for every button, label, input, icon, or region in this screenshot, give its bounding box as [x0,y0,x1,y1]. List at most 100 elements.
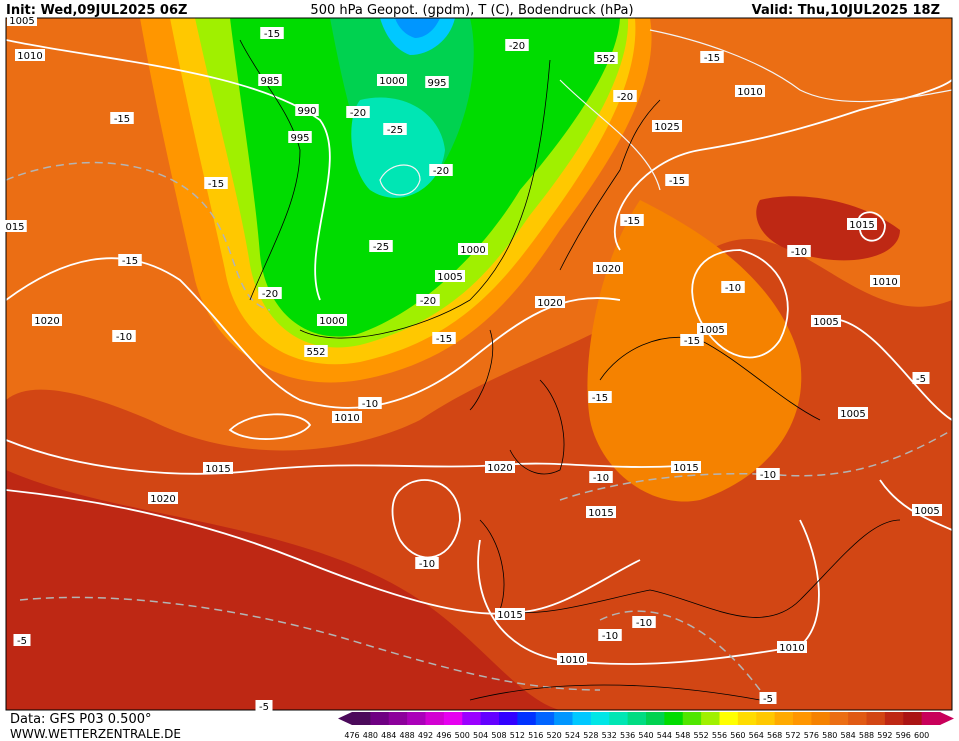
contour-label: 1005 [9,16,34,27]
contour-label: 1020 [537,298,562,309]
contour-label: 552 [306,347,325,358]
contour-label: -10 [419,559,435,570]
colorbar-label: 580 [822,731,837,740]
colorbar-swatch [737,712,757,725]
colorbar-swatch [462,712,482,725]
contour-label: 1015 [673,463,698,474]
colorbar-label: 496 [436,731,451,740]
colorbar-swatch [590,712,610,725]
contour-label: -10 [760,470,776,481]
contour-label: 990 [297,106,316,117]
contour-label-box [589,471,613,483]
contour-label-box [288,131,312,143]
colorbar-label: 552 [693,731,708,740]
contour-label-box [721,281,745,293]
field-red-south [6,470,560,710]
contour-label-box [110,112,134,124]
colorbar-swatch [866,712,886,725]
contour-label-box [435,270,465,282]
init-time: Init: Wed,09JUL2025 06Z [6,3,187,18]
colorbar-swatch [535,712,555,725]
field-blue-dark [395,18,440,38]
colorbar-label: 584 [840,731,855,740]
colorbar-label: 524 [565,731,580,740]
colorbar-swatch [664,712,684,725]
contour-label: -15 [264,29,280,40]
contour-label: 1000 [319,316,344,327]
contour-label: 1020 [595,264,620,275]
contour-label-box [112,330,136,342]
colorbar-label: 556 [712,731,727,740]
colorbar-swatch [646,712,665,725]
coastlines [239,39,901,701]
colorbar-swatch [903,712,923,725]
colorbar-label: 564 [749,731,764,740]
colorbar-arrow-right [940,712,954,725]
contour-label-box [756,468,780,480]
colorbar-swatch [572,712,592,725]
colorbar-label: 488 [399,731,414,740]
contour-label-box [148,492,178,504]
contour-label: -5 [763,694,773,705]
contour-label-box [847,218,877,230]
website: WWW.WETTERZENTRALE.DE [10,727,181,741]
contour-label: 985 [260,76,279,87]
contour-label-box [415,557,439,569]
contour-label: 1010 [17,51,42,62]
contour-label: -25 [373,242,389,253]
colorbar-label: 492 [418,731,433,740]
colorbar-label: 572 [785,731,800,740]
contour-label: 552 [596,54,615,65]
contour-label-box [777,641,807,653]
contour-label-box [255,700,273,712]
contour-label-box [613,90,637,102]
colorbar-swatch [774,712,794,725]
contour-label: -15 [208,179,224,190]
contour-label-box [458,243,488,255]
contour-label: 1020 [150,494,175,505]
colorbar-label: 516 [528,731,543,740]
contour-label: 015 [5,222,24,233]
contour-label: 1000 [379,76,404,87]
contour-label-box [485,461,515,473]
contour-label-box [332,411,362,423]
colorbar-swatch [884,712,904,725]
contour-label: 1010 [334,413,359,424]
contour-label-box [598,629,622,641]
contour-label: -15 [684,336,700,347]
contour-label-box [700,51,724,63]
contour-label: 1000 [460,245,485,256]
contour-label-box [425,76,449,88]
contour-labels: 1005 1010 -15 985 990 995 1000 995 -20 -25 -20 -25 1… [3,14,942,713]
contour-label: -20 [420,296,436,307]
contour-label-box [594,52,618,64]
colorbar-label: 504 [473,731,488,740]
contour-label: -20 [617,92,633,103]
contour-label-box [811,315,841,327]
contour-label-box [7,14,37,26]
temperature-isotherms [6,161,952,691]
colorbar-label: 568 [767,731,782,740]
contour-label-box [258,74,282,86]
contour-label: -15 [122,256,138,267]
contour-label-box [680,334,704,346]
contour-label: -10 [602,631,618,642]
contour-label: -20 [433,166,449,177]
colorbar-label: 484 [381,731,396,740]
colorbar-swatch [682,712,702,725]
field-cyan [351,97,445,198]
contour-label-box [383,123,407,135]
colorbar-label: 548 [675,731,690,740]
contour-label-box [735,85,765,97]
contour-label: 1015 [205,464,230,475]
contour-label: 1005 [699,325,724,336]
contour-label-box [13,634,31,646]
contour-label: 1010 [872,277,897,288]
colorbar-label: 540 [638,731,653,740]
contour-label-box [652,120,682,132]
contour-label: -10 [362,399,378,410]
colorbar-swatch [829,712,849,725]
colorbar-label: 596 [896,731,911,740]
contour-label: 1020 [34,316,59,327]
contour-label: -5 [916,374,926,385]
